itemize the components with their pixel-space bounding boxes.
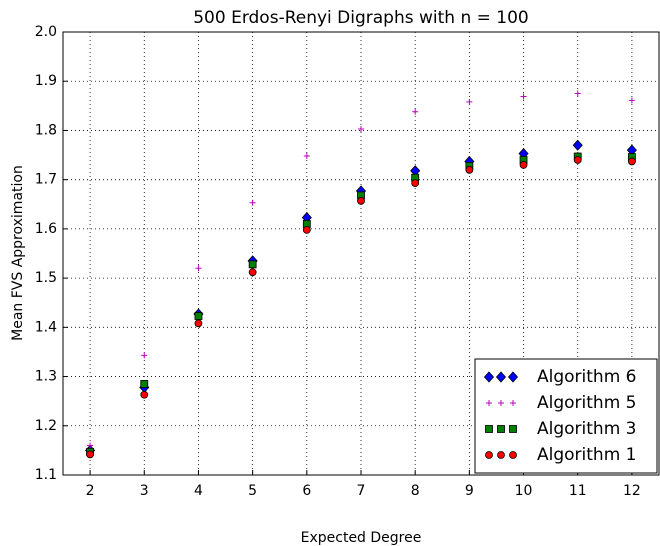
legend-marker <box>510 400 516 406</box>
data-point <box>572 139 583 151</box>
legend-marker <box>498 400 504 406</box>
data-point <box>302 225 311 234</box>
y-tick-label: 1.4 <box>35 319 57 335</box>
y-tick-label: 1.9 <box>35 73 57 89</box>
x-tick-label: 12 <box>623 483 641 499</box>
legend-marker <box>509 425 517 433</box>
data-point <box>248 260 257 269</box>
x-tick-label: 9 <box>465 483 474 499</box>
data-point <box>140 380 149 388</box>
x-tick-label: 8 <box>411 483 420 499</box>
data-point <box>141 352 148 359</box>
data-point <box>628 157 636 166</box>
y-tick-label: 1.3 <box>35 369 57 385</box>
legend-label: Algorithm 6 <box>537 367 636 387</box>
x-tick-label: 4 <box>194 483 203 499</box>
legend-label: Algorithm 5 <box>537 393 636 413</box>
legend-marker <box>497 451 505 459</box>
x-tick-label: 11 <box>569 483 587 499</box>
y-tick-label: 1.5 <box>35 270 57 286</box>
x-tick-label: 10 <box>515 483 533 499</box>
x-tick-label: 6 <box>302 483 311 499</box>
data-point <box>358 125 364 132</box>
y-tick-label: 1.1 <box>35 467 57 483</box>
data-point <box>249 199 256 206</box>
data-point <box>466 98 473 105</box>
x-tick-label: 3 <box>140 483 149 499</box>
data-point <box>140 390 149 399</box>
y-tick-label: 1.8 <box>35 122 57 138</box>
y-axis-label: Mean FVS Approximation <box>10 165 26 341</box>
y-tick-label: 2.0 <box>35 24 57 40</box>
data-point <box>195 265 202 272</box>
chart-title: 500 Erdos-Renyi Digraphs with n = 100 <box>193 8 529 28</box>
data-point <box>465 165 474 174</box>
y-tick-label: 1.7 <box>35 172 57 188</box>
data-point <box>357 196 365 205</box>
x-tick-label: 2 <box>86 483 95 499</box>
data-point <box>520 93 527 100</box>
plot-frame <box>62 31 660 476</box>
data-point <box>86 450 94 459</box>
x-tick-label: 7 <box>357 483 366 499</box>
data-point <box>194 312 203 320</box>
data-point <box>573 156 582 164</box>
legend-marker <box>497 425 505 433</box>
legend-marker <box>485 425 493 433</box>
data-point <box>412 108 419 115</box>
data-point <box>248 268 257 277</box>
data-point <box>87 442 94 449</box>
y-tick-label: 1.6 <box>35 221 57 237</box>
data-point <box>411 179 420 188</box>
y-tick-label: 1.2 <box>35 418 57 434</box>
x-axis-label: Expected Degree <box>301 530 422 546</box>
legend-marker <box>495 371 507 383</box>
legend-marker <box>485 451 493 459</box>
legend-box <box>474 358 658 474</box>
legend-marker <box>486 400 492 406</box>
legend-marker <box>483 371 495 383</box>
legend-label: Algorithm 1 <box>537 445 636 465</box>
data-point <box>303 153 310 160</box>
data-point <box>574 90 581 97</box>
data-point <box>519 160 528 169</box>
data-point <box>628 97 635 104</box>
data-point <box>194 319 203 328</box>
x-tick-label: 5 <box>248 483 257 499</box>
legend-label: Algorithm 3 <box>537 419 636 439</box>
legend-marker <box>509 451 517 459</box>
legend-marker <box>507 371 519 383</box>
